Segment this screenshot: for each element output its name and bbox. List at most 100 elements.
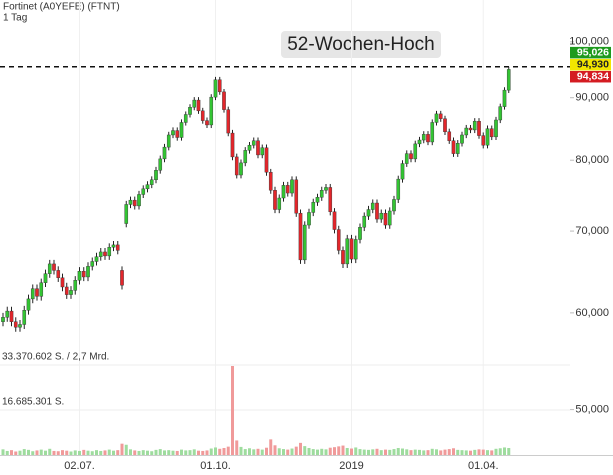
quote-label-box <box>570 46 611 59</box>
candle-body <box>239 162 243 176</box>
candle-body <box>485 128 490 146</box>
candle-body <box>307 212 311 226</box>
volume-bar <box>409 450 413 455</box>
y-tick-label: 50,000 <box>575 404 609 416</box>
y-tick-label: 70,000 <box>575 225 609 237</box>
candle-body <box>5 310 10 318</box>
volume-bar <box>396 447 400 455</box>
volume-bar <box>464 450 468 455</box>
volume-bar <box>277 448 281 455</box>
volume-bar <box>388 449 392 455</box>
x-tick-label: 02.07. <box>64 460 95 472</box>
candle-body <box>379 212 384 220</box>
volume-bar <box>265 447 268 455</box>
candle-body <box>464 127 469 136</box>
candle-body <box>409 153 413 160</box>
volume-bar <box>146 450 149 455</box>
volume-bar <box>184 450 188 455</box>
volume-bar <box>401 448 404 455</box>
x-tick-label: 2019 <box>339 460 363 472</box>
candle-body <box>426 134 430 143</box>
volume-bar <box>341 445 345 455</box>
candle-body <box>438 113 443 119</box>
volume-bar <box>435 449 438 455</box>
candle-body <box>47 263 52 274</box>
candle-body <box>421 134 426 141</box>
candle-body <box>498 106 503 121</box>
volume-bar <box>498 448 502 455</box>
volume-bar <box>439 450 443 455</box>
candle-body <box>277 197 282 210</box>
candle-body <box>217 79 222 93</box>
candle-body <box>243 150 248 164</box>
candle-body <box>226 109 231 134</box>
volume-bar <box>256 448 260 455</box>
volume-bar <box>333 447 336 455</box>
candle-body <box>13 321 18 328</box>
volume-bar <box>405 449 409 455</box>
volume-bar <box>456 449 460 455</box>
candle-body <box>86 266 90 278</box>
volume-bar <box>112 450 115 455</box>
volume-bar <box>273 445 277 455</box>
volume-bar <box>103 450 107 455</box>
candle-body <box>273 190 277 210</box>
candle-body <box>375 202 379 220</box>
candle-body <box>69 290 73 295</box>
volume-bar <box>286 449 290 455</box>
candle-body <box>247 144 252 151</box>
candle-body <box>366 209 371 217</box>
volume-bar <box>192 449 196 455</box>
candle-body <box>111 244 116 248</box>
volume-bar <box>422 450 426 455</box>
volume-tick-label: 16.685.301 S. <box>2 397 64 408</box>
volume-bar <box>477 449 481 455</box>
candle-body <box>349 238 354 260</box>
volume-bar <box>158 449 162 455</box>
candle-body <box>183 114 188 123</box>
candle-body <box>158 158 163 171</box>
y-tick-label: 60,000 <box>575 307 609 319</box>
volume-bar <box>248 448 251 455</box>
quote-label: 95,026 <box>577 47 609 59</box>
candle-body <box>179 122 184 138</box>
volume-bar <box>78 450 81 455</box>
candle-body <box>251 140 256 146</box>
volume-bar <box>460 450 464 455</box>
candle-body <box>319 190 324 198</box>
candle-body <box>298 212 303 261</box>
volume-bar <box>167 450 171 455</box>
quote-label: 94,930 <box>577 59 609 71</box>
volume-bar <box>31 451 35 455</box>
candle-body <box>188 107 192 115</box>
candle-body <box>90 261 95 267</box>
volume-bar <box>133 450 137 455</box>
candle-body <box>73 280 78 291</box>
volume-bar <box>18 450 22 455</box>
volume-bar <box>209 448 213 455</box>
candle-body <box>502 89 507 107</box>
volume-bar <box>426 450 430 455</box>
candle-body <box>30 288 35 300</box>
candle-body <box>60 277 65 288</box>
candle-body <box>64 286 69 295</box>
volume-bar <box>320 448 324 455</box>
candle-body <box>328 187 333 212</box>
volume-bar <box>235 440 239 455</box>
x-tick-label: 01.04. <box>468 460 499 472</box>
volume-bar <box>443 449 447 455</box>
volume-bar <box>282 449 285 455</box>
volume-bar <box>354 447 358 455</box>
volume-bar <box>337 446 341 455</box>
volume-bar <box>447 449 451 455</box>
candle-body <box>213 79 218 98</box>
quote-label-box <box>570 70 611 83</box>
candle-body <box>447 131 452 141</box>
candle-body <box>281 185 286 199</box>
volume-bar <box>22 449 26 455</box>
annotation-box <box>281 31 441 58</box>
candle-body <box>434 113 439 123</box>
volume-bar <box>52 450 56 455</box>
volume-bar <box>231 365 234 455</box>
